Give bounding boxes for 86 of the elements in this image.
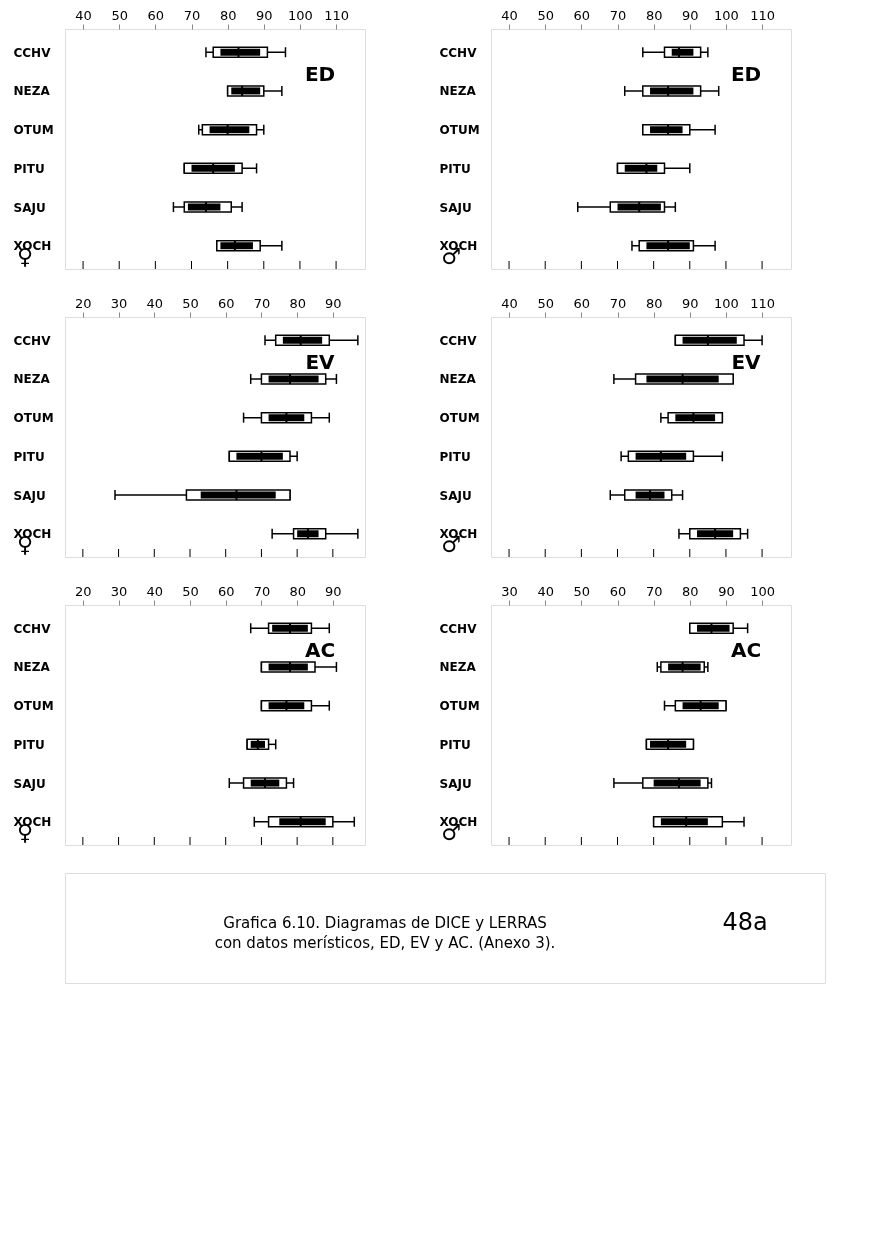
x-tick-label: 70 bbox=[645, 583, 663, 599]
y-tick-label: CCHV bbox=[13, 621, 52, 636]
x-tick-label: 50 bbox=[537, 295, 554, 311]
x-tick-label: 90 bbox=[256, 7, 273, 23]
x-tick-label: 110 bbox=[750, 295, 775, 311]
x-tick-label: 100 bbox=[288, 7, 313, 23]
text: Grafica 6.10. Diagramas de DICE y LERRAS con datos merísticos, ED, EV y AC. (Anexo 3). bbox=[214, 914, 556, 952]
x-tick-label: 90 bbox=[325, 295, 342, 311]
y-tick-label: SAJU bbox=[439, 776, 472, 791]
annotation: EV bbox=[305, 350, 336, 374]
x-tick-label: 110 bbox=[750, 7, 775, 23]
y-tick-label: CCHV bbox=[439, 333, 478, 348]
annotation: ED bbox=[730, 62, 762, 86]
x-tick-label: 90 bbox=[682, 295, 699, 311]
x-tick-label: 50 bbox=[573, 583, 591, 599]
y-tick-label: CCHV bbox=[13, 45, 52, 60]
y-tick-label: PITU bbox=[13, 161, 45, 176]
y-tick-label: OTUM bbox=[439, 411, 480, 426]
x-tick-label: 60 bbox=[217, 583, 235, 599]
y-tick-label: SAJU bbox=[439, 488, 472, 503]
x-tick-label: 40 bbox=[537, 583, 554, 599]
x-tick-label: 60 bbox=[573, 7, 591, 23]
x-tick-label: 70 bbox=[253, 295, 271, 311]
x-tick-label: 40 bbox=[501, 295, 518, 311]
x-tick-label: 20 bbox=[75, 583, 92, 599]
x-tick-label: 80 bbox=[682, 583, 699, 599]
x-tick-label: 40 bbox=[501, 7, 518, 23]
y-tick-label: NEZA bbox=[439, 84, 477, 99]
y-tick-label: CCHV bbox=[439, 45, 478, 60]
y-tick-label: OTUM bbox=[13, 123, 54, 138]
x-tick-label: 50 bbox=[111, 7, 128, 23]
annotation: AC bbox=[304, 638, 336, 662]
x-tick-label: 90 bbox=[682, 7, 699, 23]
y-tick-label: PITU bbox=[13, 737, 45, 752]
y-tick-label: SAJU bbox=[439, 200, 472, 215]
y-tick-label: OTUM bbox=[439, 699, 480, 714]
y-tick-label: PITU bbox=[439, 737, 471, 752]
x-tick-label: 80 bbox=[219, 7, 237, 23]
x-tick-label: 30 bbox=[110, 583, 128, 599]
x-tick-label: 50 bbox=[182, 583, 199, 599]
x-tick-label: 60 bbox=[147, 7, 165, 23]
x-tick-label: 90 bbox=[718, 583, 735, 599]
x-tick-label: 60 bbox=[609, 583, 627, 599]
x-tick-label: 20 bbox=[75, 295, 92, 311]
y-tick-label: SAJU bbox=[13, 200, 46, 215]
x-tick-label: 40 bbox=[75, 7, 92, 23]
x-tick-label: 50 bbox=[537, 7, 554, 23]
y-tick-label: OTUM bbox=[439, 123, 480, 138]
x-tick-label: 100 bbox=[750, 583, 775, 599]
x-tick-label: 40 bbox=[146, 295, 164, 311]
x-tick-label: 80 bbox=[289, 583, 306, 599]
annotation: AC bbox=[730, 638, 762, 662]
y-tick-label: NEZA bbox=[13, 372, 51, 387]
x-tick-label: 90 bbox=[325, 583, 342, 599]
x-tick-label: 100 bbox=[714, 7, 739, 23]
y-tick-label: NEZA bbox=[439, 372, 477, 387]
x-tick-label: 70 bbox=[609, 295, 627, 311]
y-tick-label: SAJU bbox=[13, 488, 46, 503]
x-tick-label: 30 bbox=[110, 295, 128, 311]
y-tick-label: NEZA bbox=[13, 660, 51, 675]
y-tick-label: NEZA bbox=[13, 84, 51, 99]
y-tick-label: PITU bbox=[439, 161, 471, 176]
annotation: ED bbox=[304, 62, 336, 86]
text: 48a bbox=[722, 908, 768, 936]
x-tick-label: 60 bbox=[217, 295, 235, 311]
y-tick-label: NEZA bbox=[439, 660, 477, 675]
x-tick-label: 110 bbox=[324, 7, 349, 23]
x-tick-label: 60 bbox=[573, 295, 591, 311]
x-tick-label: 80 bbox=[645, 7, 663, 23]
x-tick-label: 40 bbox=[146, 583, 164, 599]
y-tick-label: CCHV bbox=[13, 333, 52, 348]
x-tick-label: 50 bbox=[182, 295, 199, 311]
x-tick-label: 80 bbox=[645, 295, 663, 311]
y-tick-label: PITU bbox=[13, 449, 45, 464]
x-tick-label: 30 bbox=[501, 583, 518, 599]
y-tick-label: OTUM bbox=[13, 411, 54, 426]
y-tick-label: SAJU bbox=[13, 776, 46, 791]
x-tick-label: 70 bbox=[183, 7, 201, 23]
x-tick-label: 70 bbox=[253, 583, 271, 599]
x-tick-label: 70 bbox=[609, 7, 627, 23]
annotation: EV bbox=[731, 350, 762, 374]
y-tick-label: OTUM bbox=[13, 699, 54, 714]
y-tick-label: CCHV bbox=[439, 621, 478, 636]
x-tick-label: 100 bbox=[714, 295, 739, 311]
x-tick-label: 80 bbox=[289, 295, 306, 311]
y-tick-label: PITU bbox=[439, 449, 471, 464]
